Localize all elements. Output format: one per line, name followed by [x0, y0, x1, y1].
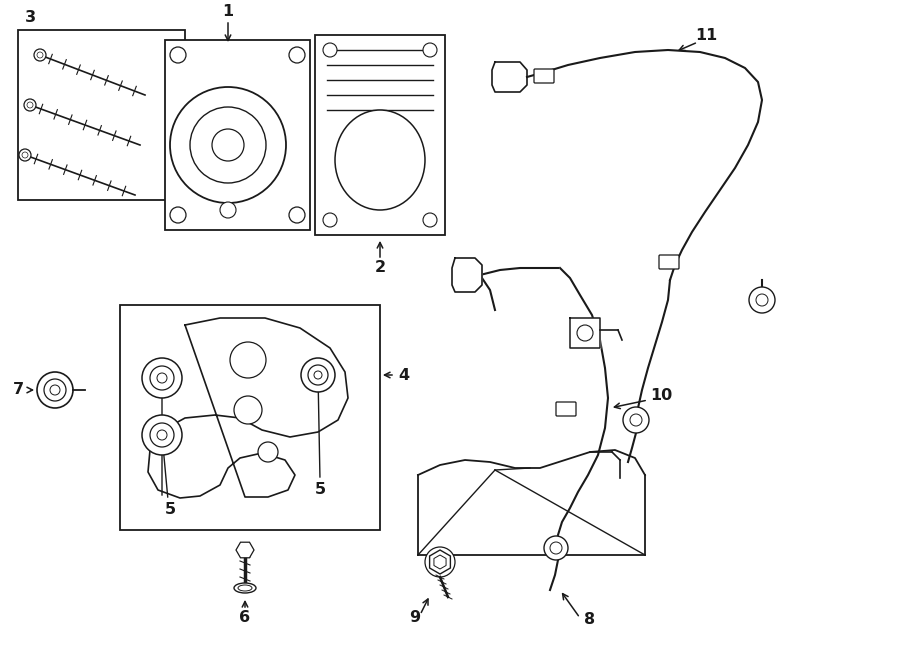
Circle shape	[37, 52, 43, 58]
Circle shape	[623, 407, 649, 433]
Text: 10: 10	[650, 387, 672, 403]
Circle shape	[34, 49, 46, 61]
Circle shape	[170, 87, 286, 203]
Circle shape	[301, 358, 335, 392]
Circle shape	[220, 202, 236, 218]
Bar	[315, 35, 445, 235]
Ellipse shape	[234, 583, 256, 593]
Text: 5: 5	[165, 502, 176, 518]
Polygon shape	[452, 258, 482, 292]
Circle shape	[170, 207, 186, 223]
Circle shape	[19, 149, 31, 161]
Bar	[18, 30, 185, 200]
Bar	[120, 305, 380, 530]
Circle shape	[544, 536, 568, 560]
Circle shape	[190, 107, 266, 183]
Polygon shape	[148, 318, 348, 498]
Circle shape	[425, 547, 455, 577]
Text: 5: 5	[314, 483, 326, 498]
Circle shape	[22, 152, 28, 158]
Circle shape	[24, 99, 36, 111]
Circle shape	[142, 358, 182, 398]
Circle shape	[157, 430, 167, 440]
Text: 9: 9	[410, 611, 420, 625]
Circle shape	[258, 442, 278, 462]
Circle shape	[577, 325, 593, 341]
Circle shape	[550, 542, 562, 554]
Text: 1: 1	[222, 5, 234, 20]
Text: 11: 11	[695, 28, 717, 42]
Circle shape	[749, 287, 775, 313]
Ellipse shape	[335, 110, 425, 210]
Circle shape	[234, 396, 262, 424]
Circle shape	[27, 102, 33, 108]
Circle shape	[423, 213, 437, 227]
Text: 6: 6	[239, 611, 250, 625]
Circle shape	[230, 342, 266, 378]
Circle shape	[630, 414, 642, 426]
Circle shape	[756, 294, 768, 306]
Circle shape	[212, 129, 244, 161]
Circle shape	[150, 366, 174, 390]
Circle shape	[314, 371, 322, 379]
FancyBboxPatch shape	[534, 69, 554, 83]
Text: 7: 7	[13, 383, 23, 397]
Ellipse shape	[238, 585, 252, 591]
FancyBboxPatch shape	[659, 255, 679, 269]
Circle shape	[142, 415, 182, 455]
Text: 2: 2	[374, 260, 385, 276]
Circle shape	[423, 43, 437, 57]
Circle shape	[150, 423, 174, 447]
Text: 4: 4	[398, 368, 410, 383]
Circle shape	[289, 207, 305, 223]
Circle shape	[289, 47, 305, 63]
Circle shape	[50, 385, 60, 395]
Circle shape	[37, 372, 73, 408]
Polygon shape	[570, 318, 600, 348]
Bar	[165, 40, 310, 230]
FancyBboxPatch shape	[556, 402, 576, 416]
Circle shape	[157, 373, 167, 383]
Circle shape	[323, 213, 337, 227]
Circle shape	[323, 43, 337, 57]
Polygon shape	[492, 62, 527, 92]
Text: 3: 3	[24, 11, 36, 26]
Circle shape	[308, 365, 328, 385]
Circle shape	[44, 379, 66, 401]
Text: 8: 8	[584, 613, 596, 627]
Circle shape	[170, 47, 186, 63]
